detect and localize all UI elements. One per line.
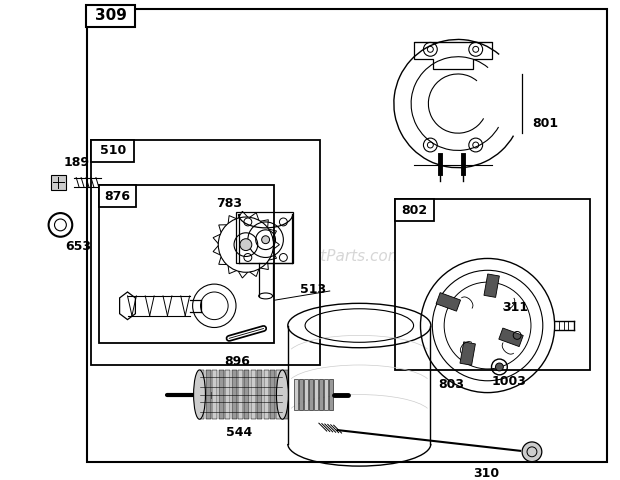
Bar bbox=[484, 274, 499, 298]
Text: 803: 803 bbox=[438, 378, 464, 391]
Text: 510: 510 bbox=[100, 144, 126, 157]
Bar bbox=[314, 379, 318, 410]
Text: 802: 802 bbox=[402, 204, 428, 216]
Bar bbox=[304, 379, 308, 410]
Bar bbox=[91, 140, 135, 162]
Bar bbox=[395, 199, 434, 221]
Circle shape bbox=[495, 363, 503, 371]
Text: 310: 310 bbox=[473, 467, 499, 480]
Text: 783: 783 bbox=[216, 197, 242, 210]
Text: 513: 513 bbox=[300, 283, 326, 296]
Bar bbox=[257, 370, 262, 419]
Text: 189: 189 bbox=[63, 156, 89, 169]
Bar bbox=[225, 370, 230, 419]
Text: 544: 544 bbox=[226, 426, 252, 439]
Bar bbox=[232, 370, 236, 419]
Bar bbox=[86, 5, 135, 26]
Text: 311: 311 bbox=[502, 301, 528, 314]
Bar bbox=[264, 370, 268, 419]
Circle shape bbox=[262, 236, 270, 244]
Text: 876: 876 bbox=[105, 190, 131, 203]
Ellipse shape bbox=[193, 370, 205, 419]
Text: 801: 801 bbox=[532, 117, 558, 130]
Ellipse shape bbox=[277, 370, 288, 419]
Bar bbox=[206, 370, 211, 419]
Text: 896: 896 bbox=[224, 355, 250, 368]
Circle shape bbox=[240, 239, 252, 251]
Bar bbox=[294, 379, 298, 410]
Bar bbox=[277, 370, 281, 419]
Bar bbox=[319, 379, 323, 410]
Bar bbox=[324, 379, 328, 410]
Bar bbox=[200, 370, 205, 419]
Bar bbox=[238, 370, 243, 419]
Bar bbox=[436, 293, 461, 311]
Bar bbox=[251, 370, 255, 419]
Bar bbox=[460, 342, 476, 365]
Bar bbox=[309, 379, 313, 410]
Bar bbox=[219, 370, 224, 419]
Bar bbox=[99, 185, 275, 343]
Bar bbox=[299, 379, 303, 410]
Bar bbox=[329, 379, 333, 410]
Text: 653: 653 bbox=[65, 240, 91, 253]
Circle shape bbox=[522, 442, 542, 462]
Text: 309: 309 bbox=[95, 8, 126, 24]
Bar bbox=[91, 140, 320, 365]
Bar bbox=[499, 328, 523, 347]
Bar bbox=[270, 370, 275, 419]
Bar bbox=[395, 199, 590, 370]
Bar bbox=[244, 370, 249, 419]
Bar bbox=[51, 175, 66, 191]
Text: eReplacementParts.com: eReplacementParts.com bbox=[216, 249, 404, 264]
Text: 1003: 1003 bbox=[492, 375, 526, 388]
Bar bbox=[99, 185, 136, 207]
Bar bbox=[283, 370, 288, 419]
Bar bbox=[212, 370, 217, 419]
Bar bbox=[236, 212, 293, 264]
Bar bbox=[87, 10, 606, 462]
